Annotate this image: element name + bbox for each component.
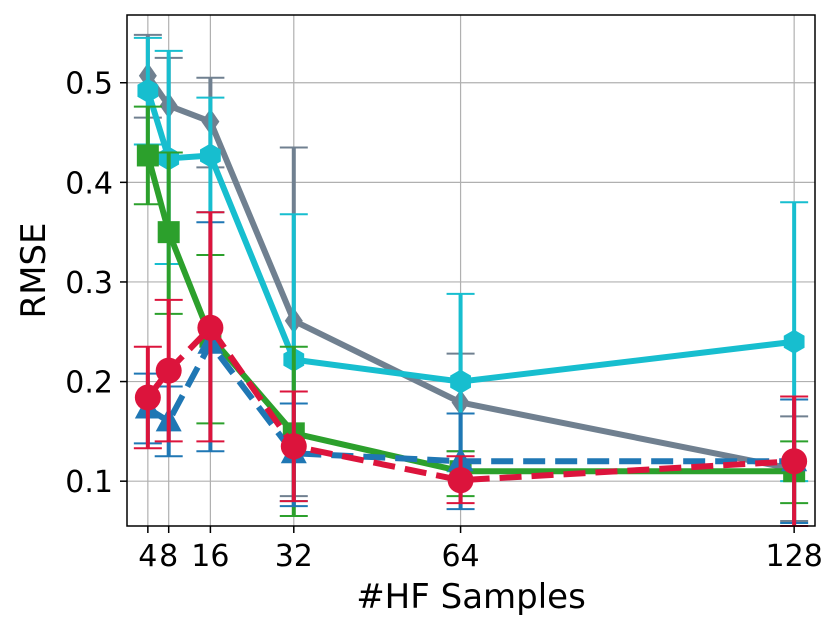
y-tick-label: 0.2 xyxy=(65,366,113,401)
data-point-square xyxy=(136,144,159,167)
x-tick-label: 32 xyxy=(275,539,313,574)
x-tick-label: 128 xyxy=(766,539,823,574)
x-tick-label: 64 xyxy=(441,539,479,574)
y-axis-label: RMSE xyxy=(14,222,54,318)
grid-lines xyxy=(127,15,815,526)
series-layer xyxy=(133,33,809,527)
data-point-circle xyxy=(280,433,307,460)
data-point-hexagon xyxy=(137,78,159,103)
y-tick-label: 0.4 xyxy=(65,166,113,201)
data-point-circle xyxy=(781,448,808,475)
data-point-hexagon xyxy=(783,329,805,354)
x-tick-label: 16 xyxy=(191,539,229,574)
plot-frame xyxy=(126,14,816,527)
data-point-circle xyxy=(134,384,161,411)
series-circle xyxy=(133,211,809,527)
data-point-circle xyxy=(155,357,182,384)
data-point-circle xyxy=(197,314,224,341)
axes: 4 8 16 32 64 128 0.1 0.2 0.3 0.4 0.5 xyxy=(65,67,823,574)
x-tick-label: 4 xyxy=(138,539,157,574)
data-point-circle xyxy=(447,467,474,494)
series-diamond xyxy=(133,33,809,523)
y-tick-label: 0.5 xyxy=(65,67,113,102)
series-line xyxy=(144,89,795,385)
series-line xyxy=(145,324,795,484)
series-hexagon xyxy=(133,36,809,503)
y-tick-label: 0.3 xyxy=(65,266,113,301)
data-point-hexagon xyxy=(450,369,471,394)
x-axis-label: #HF Samples xyxy=(356,577,586,617)
data-point-square xyxy=(157,221,180,244)
y-tick-label: 0.1 xyxy=(65,465,113,500)
series-line xyxy=(145,74,795,473)
x-tick-label: 8 xyxy=(159,539,178,574)
data-point-hexagon xyxy=(200,143,221,168)
